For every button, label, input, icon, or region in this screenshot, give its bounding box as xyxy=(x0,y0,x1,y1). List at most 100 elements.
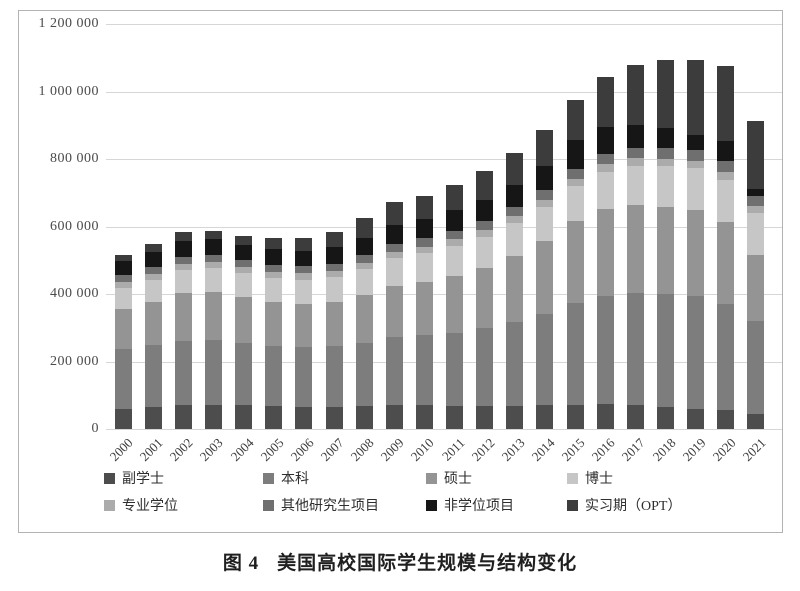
bar-segment xyxy=(687,59,705,135)
bar-segment xyxy=(626,405,644,429)
bar-2007 xyxy=(325,232,343,429)
bar-segment xyxy=(657,158,675,167)
bar-segment xyxy=(325,263,343,272)
y-axis-tick-label: 1 000 000 xyxy=(38,83,99,99)
bar-segment xyxy=(385,243,403,252)
bar-segment xyxy=(144,273,162,280)
legend-label: 博士 xyxy=(585,472,613,487)
bar-segment xyxy=(385,224,403,244)
bar-segment xyxy=(536,199,554,207)
bar-segment xyxy=(657,59,675,129)
bar-segment xyxy=(446,246,464,276)
bar-segment xyxy=(626,158,644,166)
bar-segment xyxy=(747,321,765,414)
bar-segment xyxy=(174,340,192,406)
bar-segment xyxy=(204,404,222,429)
legend-item: 副学士 xyxy=(104,468,164,488)
bar-segment xyxy=(295,238,313,251)
bar-segment xyxy=(446,239,464,247)
bar-segment xyxy=(174,256,192,265)
bar-segment xyxy=(144,301,162,345)
bar-segment xyxy=(295,347,313,408)
bar-2001 xyxy=(144,244,162,429)
bar-segment xyxy=(204,239,222,255)
bar-segment xyxy=(114,308,132,349)
bar-segment xyxy=(114,255,132,262)
bar-segment xyxy=(536,165,554,191)
bar-segment xyxy=(566,99,584,141)
bar-2004 xyxy=(235,236,253,429)
plot-area xyxy=(108,24,771,429)
bar-segment xyxy=(626,65,644,125)
bar-segment xyxy=(265,406,283,429)
legend-label: 硕士 xyxy=(444,472,472,487)
bar-segment xyxy=(717,66,735,142)
bar-segment xyxy=(295,273,313,280)
bar-segment xyxy=(295,407,313,429)
gridline xyxy=(106,361,782,363)
bar-segment xyxy=(506,184,524,207)
bar-segment xyxy=(415,195,433,219)
bar-segment xyxy=(235,245,253,261)
bar-segment xyxy=(687,168,705,210)
bar-segment xyxy=(536,313,554,406)
bar-segment xyxy=(747,254,765,321)
bar-segment xyxy=(415,246,433,254)
bar-2009 xyxy=(385,202,403,429)
bar-segment xyxy=(174,232,192,241)
legend-label: 非学位项目 xyxy=(444,499,514,514)
gridline xyxy=(106,226,782,228)
bar-segment xyxy=(144,344,162,408)
bar-segment xyxy=(325,302,343,347)
bar-segment xyxy=(265,278,283,302)
bar-segment xyxy=(325,271,343,278)
bar-2018 xyxy=(657,59,675,429)
bar-segment xyxy=(747,212,765,255)
bar-segment xyxy=(295,266,313,274)
bar-segment xyxy=(295,250,313,267)
legend-label: 副学士 xyxy=(122,472,164,487)
bar-segment xyxy=(536,206,554,241)
bar-segment xyxy=(717,172,735,180)
bar-segment xyxy=(204,339,222,405)
bar-segment xyxy=(174,270,192,294)
bar-2011 xyxy=(446,185,464,429)
bar-segment xyxy=(476,230,494,237)
bar-segment xyxy=(596,153,614,165)
y-axis-tick-label: 1 200 000 xyxy=(38,16,99,31)
bar-segment xyxy=(476,406,494,429)
bar-segment xyxy=(446,185,464,211)
bar-segment xyxy=(687,296,705,409)
legend-swatch-icon xyxy=(263,472,274,484)
y-axis-tick-label: 400 000 xyxy=(50,286,99,301)
bar-segment xyxy=(385,258,403,286)
bar-segment xyxy=(747,189,765,197)
bar-2002 xyxy=(174,232,192,429)
bar-segment xyxy=(265,301,283,346)
bar-segment xyxy=(355,295,373,343)
bar-segment xyxy=(506,216,524,224)
bar-segment xyxy=(476,268,494,329)
bar-segment xyxy=(717,410,735,429)
legend-item: 硕士 xyxy=(426,468,472,488)
bar-segment xyxy=(235,297,253,343)
figure-title: 美国高校国际学生规模与结构变化 xyxy=(277,553,578,574)
bar-segment xyxy=(265,272,283,279)
bar-2020 xyxy=(717,66,735,429)
bar-2012 xyxy=(476,171,494,429)
bar-segment xyxy=(415,281,433,336)
bar-segment xyxy=(204,268,222,292)
bar-segment xyxy=(506,406,524,429)
bar-segment xyxy=(566,178,584,187)
bar-segment xyxy=(506,152,524,185)
bar-2014 xyxy=(536,130,554,429)
bar-segment xyxy=(325,407,343,429)
bar-segment xyxy=(626,204,644,293)
bar-segment xyxy=(717,221,735,305)
bar-segment xyxy=(536,130,554,166)
bar-segment xyxy=(144,266,162,274)
bar-segment xyxy=(385,251,403,259)
bar-segment xyxy=(687,161,705,169)
bar-segment xyxy=(446,210,464,231)
bar-segment xyxy=(657,294,675,408)
